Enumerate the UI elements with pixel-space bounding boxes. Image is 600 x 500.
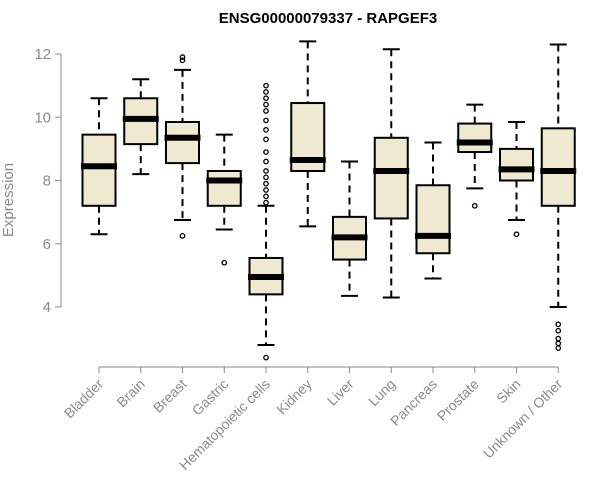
iqr-box bbox=[206, 170, 242, 207]
outlier-point bbox=[179, 57, 186, 64]
box-pancreas bbox=[415, 141, 451, 280]
boxes bbox=[81, 40, 577, 361]
outlier-point bbox=[263, 180, 269, 187]
iqr-box bbox=[165, 120, 200, 165]
box-lung bbox=[373, 48, 410, 299]
x-tick-label: Brain bbox=[113, 376, 147, 410]
outlier-point bbox=[263, 127, 269, 133]
outlier-point bbox=[263, 149, 269, 155]
outlier-point bbox=[263, 101, 269, 108]
x-tick-label: Kidney bbox=[273, 376, 315, 418]
y-axis-label: Expression bbox=[0, 163, 17, 237]
box-kidney bbox=[289, 40, 326, 228]
outlier-point bbox=[263, 168, 269, 174]
outlier-point bbox=[263, 354, 269, 361]
box-gastric bbox=[206, 133, 243, 266]
outlier-point bbox=[263, 82, 269, 89]
box-breast bbox=[164, 54, 201, 239]
outlier-point bbox=[263, 199, 269, 206]
outlier-point bbox=[179, 232, 186, 239]
outlier-point bbox=[555, 321, 562, 328]
box-skin bbox=[498, 120, 535, 238]
box-prostate bbox=[456, 103, 493, 209]
box-brain bbox=[122, 78, 159, 176]
box-liver bbox=[331, 160, 368, 297]
x-tick-label: Liver bbox=[324, 376, 357, 409]
box-bladder bbox=[81, 97, 117, 236]
iqr-box bbox=[499, 147, 534, 182]
outlier-point bbox=[263, 136, 269, 143]
outlier-point bbox=[555, 345, 562, 351]
x-tick-label: Skin bbox=[493, 376, 524, 407]
box-unknown-other bbox=[540, 43, 577, 351]
outlier-point bbox=[263, 187, 269, 193]
y-tick-label: 10 bbox=[34, 109, 51, 126]
outlier-point bbox=[263, 89, 269, 95]
x-tick-label: Prostate bbox=[434, 376, 482, 424]
y-tick-label: 12 bbox=[34, 46, 51, 63]
outlier-point bbox=[263, 174, 269, 181]
iqr-box bbox=[373, 136, 409, 220]
outlier-point bbox=[263, 108, 269, 114]
x-tick-label: Lung bbox=[365, 376, 398, 409]
chart-title: ENSG00000079337 - RAPGEF3 bbox=[219, 10, 437, 27]
box-hematopoietic-cells bbox=[248, 82, 284, 361]
outlier-point bbox=[221, 259, 228, 266]
outlier-point bbox=[263, 193, 269, 200]
iqr-box bbox=[81, 133, 117, 207]
outlier-point bbox=[555, 335, 562, 342]
outlier-point bbox=[263, 95, 269, 102]
x-tick-label: Unknown / Other bbox=[480, 376, 566, 462]
y-tick-label: 4 bbox=[43, 299, 51, 316]
outlier-point bbox=[179, 54, 186, 61]
outlier-point bbox=[513, 231, 520, 238]
y-tick-label: 8 bbox=[43, 173, 51, 190]
outlier-point bbox=[263, 117, 269, 124]
x-tick-label: Bladder bbox=[61, 376, 107, 422]
x-tick-label: Breast bbox=[150, 376, 190, 416]
y-tick-label: 6 bbox=[43, 236, 51, 253]
iqr-box bbox=[457, 122, 493, 154]
outlier-point bbox=[471, 202, 478, 209]
outlier-point bbox=[263, 158, 269, 165]
outlier-point bbox=[555, 340, 562, 347]
iqr-box bbox=[415, 184, 451, 255]
iqr-box bbox=[540, 127, 576, 207]
outlier-point bbox=[555, 327, 562, 334]
